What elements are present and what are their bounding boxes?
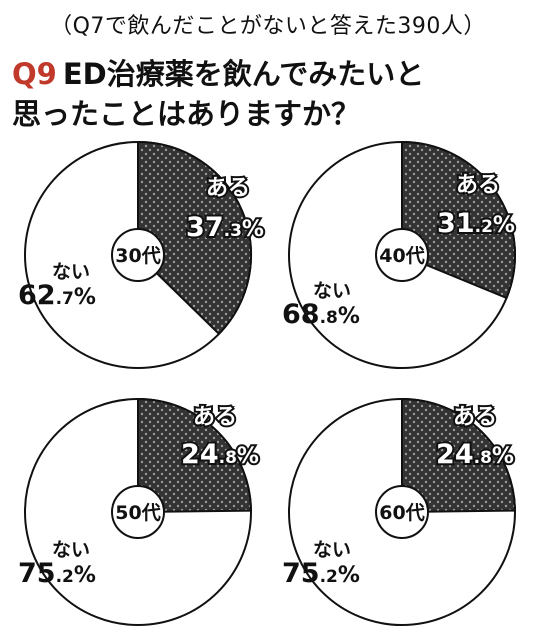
value-aru: 24.8%: [181, 439, 259, 470]
label-aru: ある: [453, 405, 497, 430]
slice-aru: [401, 140, 516, 300]
question-title: Q9 ED治療薬を飲んでみたいと 思ったことはありますか？: [12, 54, 532, 134]
label-aru: ある: [456, 173, 500, 198]
slice-aru: [401, 397, 517, 514]
question-line1: ED治療薬を飲んでみたいと: [62, 57, 425, 91]
age-label: 50代: [115, 502, 160, 524]
label-nai: ない: [52, 539, 90, 561]
value-aru: 37.3%: [186, 212, 264, 243]
value-nai: 75.2%: [282, 558, 360, 589]
slice-aru: [137, 140, 252, 336]
value-nai: 75.2%: [18, 558, 96, 589]
value-aru: 31.2%: [437, 208, 515, 239]
value-nai: 68.8%: [282, 299, 360, 330]
age-label: 40代: [379, 245, 424, 267]
age-badge: [111, 485, 165, 539]
value-nai: 62.7%: [18, 280, 96, 311]
age-label: 30代: [115, 245, 160, 267]
question-line2: 思ったことはありますか？: [12, 97, 361, 131]
age-badge: [375, 485, 429, 539]
label-nai: ない: [52, 261, 90, 283]
age-label: 60代: [379, 502, 424, 524]
label-nai: ない: [313, 280, 351, 302]
label-nai: ない: [313, 539, 351, 561]
value-aru: 24.8%: [436, 439, 514, 470]
question-number: Q9: [12, 57, 57, 91]
age-badge: [375, 228, 429, 282]
slice-aru: [137, 397, 253, 514]
label-aru: ある: [193, 405, 237, 430]
age-badge: [111, 228, 165, 282]
subtitle: （Q7で飲んだことがないと答えた390人）: [50, 14, 486, 39]
label-aru: ある: [206, 176, 250, 201]
